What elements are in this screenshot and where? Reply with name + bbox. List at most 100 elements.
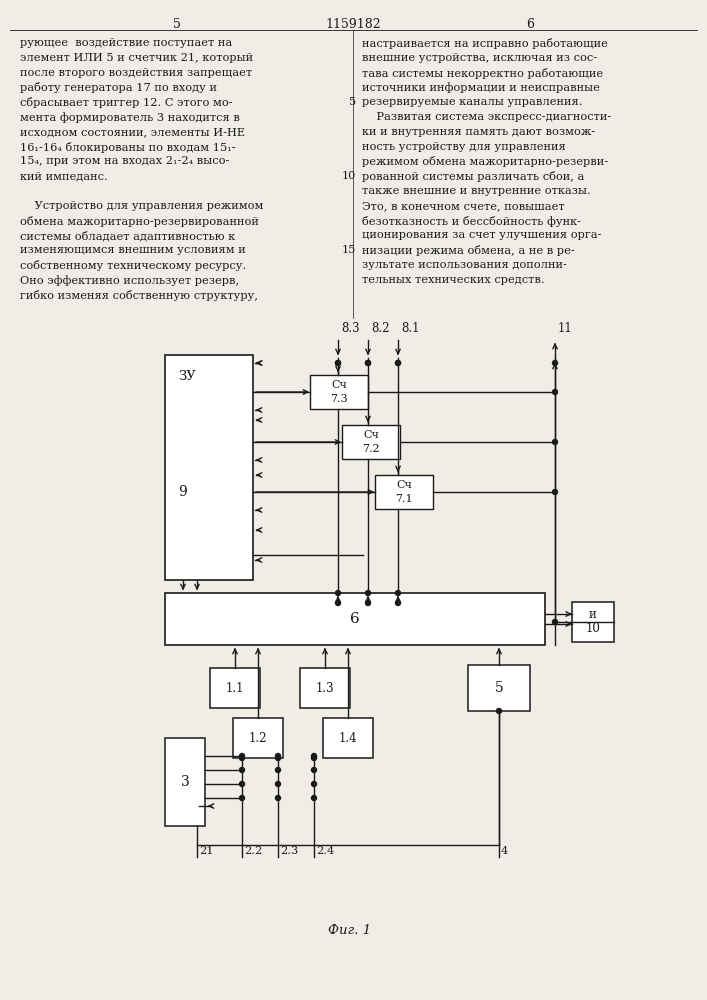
Circle shape: [240, 768, 245, 772]
Text: сбрасывает триггер 12. С этого мо-: сбрасывает триггер 12. С этого мо-: [20, 97, 233, 108]
Circle shape: [552, 360, 558, 365]
Text: системы обладает адаптивностью к: системы обладает адаптивностью к: [20, 230, 235, 241]
Circle shape: [395, 590, 400, 595]
Text: Фиг. 1: Фиг. 1: [329, 924, 372, 936]
Text: Развитая система экспресс-диагности-: Развитая система экспресс-диагности-: [362, 112, 612, 122]
Text: 2.2: 2.2: [244, 846, 262, 856]
Text: исходном состоянии, элементы И-НЕ: исходном состоянии, элементы И-НЕ: [20, 127, 245, 137]
Text: 4: 4: [501, 846, 508, 856]
Text: 16₁-16₄ блокированы по входам 15₁-: 16₁-16₄ блокированы по входам 15₁-: [20, 142, 235, 153]
Text: Оно эффективно использует резерв,: Оно эффективно использует резерв,: [20, 275, 239, 286]
Circle shape: [240, 756, 245, 760]
Text: зультате использования дополни-: зультате использования дополни-: [362, 260, 567, 270]
Circle shape: [552, 440, 558, 444]
Text: Сч: Сч: [331, 380, 347, 390]
Text: 8.1: 8.1: [401, 322, 419, 335]
Circle shape: [312, 782, 317, 786]
Text: работу генератора 17 по входу и: работу генератора 17 по входу и: [20, 82, 217, 93]
Text: 5: 5: [349, 97, 356, 107]
Text: резервируемые каналы управления.: резервируемые каналы управления.: [362, 97, 583, 107]
Text: 15: 15: [341, 245, 356, 255]
Text: низации режима обмена, а не в ре-: низации режима обмена, а не в ре-: [362, 245, 575, 256]
Circle shape: [496, 708, 501, 714]
Text: ционирования за счет улучшения орга-: ционирования за счет улучшения орга-: [362, 230, 602, 240]
Circle shape: [395, 360, 400, 365]
Circle shape: [366, 360, 370, 365]
Circle shape: [366, 600, 370, 605]
Circle shape: [336, 600, 341, 605]
Text: ность устройству для управления: ность устройству для управления: [362, 142, 566, 152]
Bar: [310, 375, 368, 409]
Circle shape: [276, 768, 281, 772]
Bar: [300, 668, 350, 708]
Bar: [165, 738, 205, 826]
Text: 7.2: 7.2: [362, 444, 380, 454]
Circle shape: [395, 600, 400, 605]
Text: рующее  воздействие поступает на: рующее воздействие поступает на: [20, 38, 233, 48]
Circle shape: [312, 756, 317, 760]
Circle shape: [366, 590, 370, 595]
Circle shape: [276, 754, 281, 758]
Bar: [468, 665, 530, 711]
Circle shape: [240, 796, 245, 800]
Text: внешние устройства, исключая из сос-: внешние устройства, исключая из сос-: [362, 53, 597, 63]
Circle shape: [240, 782, 245, 786]
Text: Это, в конечном счете, повышает: Это, в конечном счете, повышает: [362, 201, 565, 211]
Text: настраивается на исправно работающие: настраивается на исправно работающие: [362, 38, 608, 49]
Text: 3: 3: [180, 775, 189, 789]
Text: после второго воздействия запрещает: после второго воздействия запрещает: [20, 68, 252, 78]
Text: 15₄, при этом на входах 2₁-2₄ высо-: 15₄, при этом на входах 2₁-2₄ высо-: [20, 156, 229, 166]
Bar: [165, 593, 545, 645]
Text: и: и: [589, 608, 597, 621]
Text: тельных технических средств.: тельных технических средств.: [362, 275, 544, 285]
Bar: [323, 718, 373, 758]
Text: собственному техническому ресурсу.: собственному техническому ресурсу.: [20, 260, 246, 271]
Text: Устройство для управления режимом: Устройство для управления режимом: [20, 201, 264, 211]
Bar: [375, 475, 433, 509]
Text: мента формирователь 3 находится в: мента формирователь 3 находится в: [20, 112, 240, 123]
Text: 21: 21: [199, 846, 214, 856]
Text: 2.3: 2.3: [280, 846, 298, 856]
Text: 6: 6: [350, 612, 360, 626]
Circle shape: [336, 590, 341, 595]
Text: ки и внутренняя память дают возмож-: ки и внутренняя память дают возмож-: [362, 127, 595, 137]
Circle shape: [552, 489, 558, 494]
Bar: [165, 355, 253, 580]
Text: 9: 9: [179, 486, 187, 499]
Text: Сч: Сч: [396, 480, 412, 490]
Circle shape: [276, 782, 281, 786]
Circle shape: [312, 768, 317, 772]
Circle shape: [552, 389, 558, 394]
Circle shape: [366, 360, 370, 365]
Text: 1.3: 1.3: [316, 682, 334, 694]
Circle shape: [312, 754, 317, 758]
Text: Сч: Сч: [363, 430, 379, 440]
Text: 1.1: 1.1: [226, 682, 244, 694]
Text: 1159182: 1159182: [325, 18, 381, 31]
Text: 7.1: 7.1: [395, 494, 413, 504]
Bar: [233, 718, 283, 758]
Text: также внешние и внутренние отказы.: также внешние и внутренние отказы.: [362, 186, 591, 196]
Text: 5: 5: [495, 681, 503, 695]
Text: 7.3: 7.3: [330, 394, 348, 404]
Circle shape: [276, 756, 281, 760]
Text: 1.2: 1.2: [249, 732, 267, 744]
Text: 10: 10: [585, 622, 600, 636]
Text: 10: 10: [341, 171, 356, 181]
Text: элемент ИЛИ 5 и счетчик 21, который: элемент ИЛИ 5 и счетчик 21, который: [20, 53, 253, 63]
Text: тава системы некорректно работающие: тава системы некорректно работающие: [362, 68, 603, 79]
Circle shape: [552, 619, 558, 624]
Text: 1.4: 1.4: [339, 732, 357, 744]
Bar: [210, 668, 260, 708]
Text: 8.2: 8.2: [371, 322, 390, 335]
Text: ЗУ: ЗУ: [178, 370, 196, 383]
Text: 2.4: 2.4: [316, 846, 334, 856]
Text: рованной системы различать сбои, а: рованной системы различать сбои, а: [362, 171, 585, 182]
Circle shape: [276, 796, 281, 800]
Text: 11: 11: [558, 322, 573, 335]
Text: кий импеданс.: кий импеданс.: [20, 171, 107, 181]
Bar: [342, 425, 400, 459]
Text: изменяющимся внешним условиям и: изменяющимся внешним условиям и: [20, 245, 246, 255]
Text: 5: 5: [173, 18, 181, 31]
Text: обмена мажоритарно-резервированной: обмена мажоритарно-резервированной: [20, 216, 259, 227]
